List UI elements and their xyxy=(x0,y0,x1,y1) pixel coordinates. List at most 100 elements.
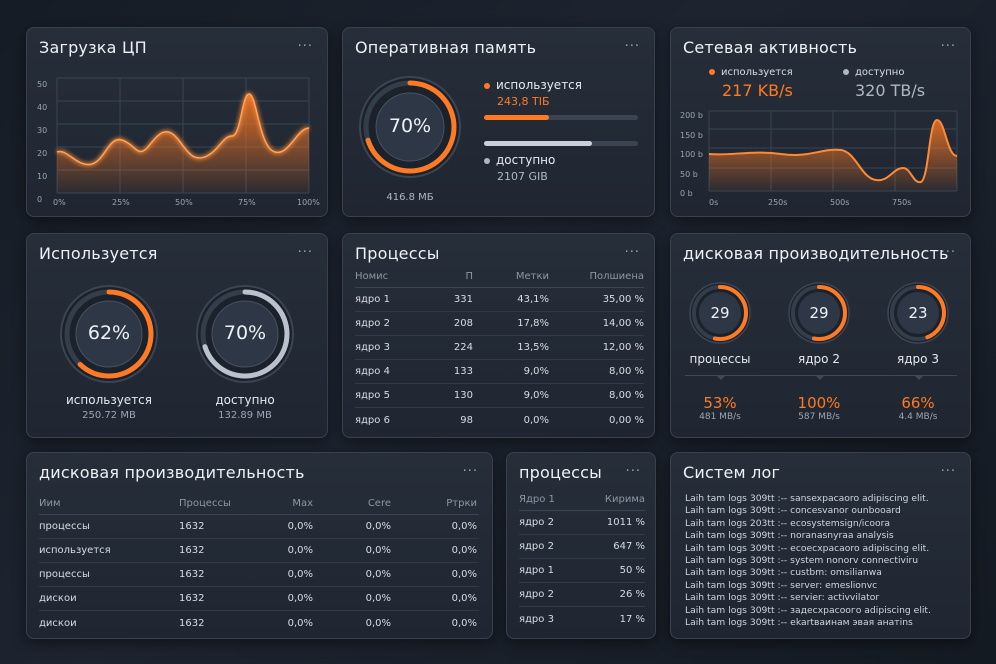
table-row[interactable]: ядро 2 208 17,8% 14,00 % xyxy=(355,312,644,336)
disk-gauge-3 xyxy=(887,282,949,344)
usage-gauge-used xyxy=(60,285,158,383)
network-used-value: 217 KB/s xyxy=(722,81,793,100)
disk-gauge-3-label: ядро 3 xyxy=(897,352,939,366)
disk-gauge-3-value: 23 xyxy=(908,304,928,322)
processes2-card: процессы ··· Ядро 1 Кирима ядро 2 1011 % … xyxy=(506,452,656,639)
usage-gauge-free xyxy=(196,285,294,383)
log-line: Laih tam logs 309tt :-- system nonorv co… xyxy=(685,555,919,567)
processes-title: Процессы xyxy=(355,244,440,263)
syslog-card: Систем лог ··· Laih tam logs 309tt :-- s… xyxy=(670,452,971,639)
ram-free-bar-fill xyxy=(484,141,592,146)
ram-title: Оперативная память xyxy=(355,38,537,57)
ram-free-value: 2107 GIB xyxy=(497,170,548,183)
syslog-title: Систем лог xyxy=(683,463,781,482)
disk-gauge-1-value: 29 xyxy=(710,304,730,322)
disk-table-more-icon[interactable]: ··· xyxy=(462,464,478,479)
disk-gauges-divider xyxy=(685,375,957,376)
disk-pointer-2 xyxy=(816,376,824,380)
usage-gauge-free-value: 70% xyxy=(223,322,267,344)
table-row[interactable]: ядро 2 26 % xyxy=(519,583,645,607)
disk-gauge-3-rate: 4.4 MB/s xyxy=(898,412,938,422)
ram-total: 416.8 МБ xyxy=(386,192,434,203)
processes-table: Номис П Метки Полшиена ядро 1 331 43,1% 35,… xyxy=(355,266,644,432)
ram-gauge-value: 70% xyxy=(388,115,432,137)
table-row[interactable]: процессы 1632 0,0% 0,0% 0,0% xyxy=(39,515,479,539)
disk-gauge-2-label: ядро 2 xyxy=(798,352,840,366)
table-row[interactable]: процессы 1632 0,0% 0,0% 0,0% xyxy=(39,563,479,587)
disk-pointer-3 xyxy=(915,376,923,380)
log-line: Laih tam logs 309tt :-- custbm: omsilian… xyxy=(685,567,882,579)
table-row[interactable]: используется 1632 0,0% 0,0% 0,0% xyxy=(39,539,479,563)
disk-gauges-title: дисковая производительность xyxy=(683,244,949,263)
cpu-more-icon[interactable]: ··· xyxy=(297,39,313,54)
cpu-y-ticks: 50 40 30 20 10 0 xyxy=(37,80,48,204)
table-row[interactable]: ядро 3 224 13,5% 12,00 % xyxy=(355,336,644,360)
usage-gauge-free-label: доступно xyxy=(215,393,275,407)
log-line: Laih tam logs 309tt :-- ecoecxpacaoro ad… xyxy=(685,542,930,554)
table-row[interactable]: ядро 1 50 % xyxy=(519,559,645,583)
ram-free-bar xyxy=(484,141,638,146)
table-header: Ядро 1 Кирима xyxy=(519,489,645,511)
ram-more-icon[interactable]: ··· xyxy=(624,39,640,54)
disk-gauge-1-rate: 481 MB/s xyxy=(699,412,741,422)
disk-gauges-card: дисковая производительность ··· 29 проце… xyxy=(670,233,971,438)
ram-card: Оперативная память ··· 70% 416.8 МБ испо… xyxy=(342,27,655,217)
ram-used-label: используется xyxy=(484,78,582,92)
processes2-title: процессы xyxy=(519,463,602,482)
usage-title: Используется xyxy=(39,244,158,263)
table-header: Номис П Метки Полшиена xyxy=(355,266,644,288)
ram-used-value: 243,8 TIБ xyxy=(497,95,550,108)
table-row[interactable]: ядро 2 647 % xyxy=(519,535,645,559)
disk-table-card: дисковая производительность ··· Иим Проц… xyxy=(26,452,493,639)
processes2-table: Ядро 1 Кирима ядро 2 1011 % ядро 2 647 % я… xyxy=(519,489,645,631)
table-row[interactable]: ядро 6 98 0,0% 0,00 % xyxy=(355,414,644,426)
ram-gauge xyxy=(359,76,461,178)
disk-gauge-3-pct: 66% xyxy=(901,394,935,412)
ram-free-label: доступно xyxy=(484,153,555,167)
usage-more-icon[interactable]: ··· xyxy=(297,245,313,260)
cpu-card: Загрузка ЦП ··· 50 40 30 20 10 0 0% 25% 50% 7… xyxy=(26,27,328,217)
log-line: Laih tam logs 309tt :-- задесхрасоого ad… xyxy=(685,604,931,616)
table-header: Иим Процессы Max Cere Ртрки xyxy=(39,493,479,515)
syslog-more-icon[interactable]: ··· xyxy=(940,464,956,479)
processes-card: Процессы ··· Номис П Метки Полшиена ядро… xyxy=(342,233,655,438)
table-row[interactable]: ядро 2 1011 % xyxy=(519,511,645,535)
disk-gauge-1 xyxy=(689,282,751,344)
syslog-lines: Laih tam logs 309tt :-- sansexpacaoro ad… xyxy=(685,493,931,629)
usage-card: Используется ··· 62% используется 250.72… xyxy=(26,233,328,438)
network-free-value: 320 TB/s xyxy=(855,81,926,100)
log-line: Laih tam logs 203tt :-- ecosystemsign/ic… xyxy=(685,517,891,529)
table-row[interactable]: ядро 3 17 % xyxy=(519,613,645,625)
log-line: Laih tam logs 309tt :-- concesvanor ounb… xyxy=(685,505,901,517)
network-used-label: используется xyxy=(709,67,793,78)
network-free-label: доступно xyxy=(843,67,904,78)
ram-used-bar-fill xyxy=(484,115,549,120)
ram-used-bar xyxy=(484,115,638,120)
table-row[interactable]: дискои 1632 0,0% 0,0% 0,0% xyxy=(39,617,477,629)
disk-pointer-1 xyxy=(717,376,725,380)
log-line: Laih tam logs 309tt :-- ekartваинам эвая… xyxy=(685,617,913,629)
log-line: Laih tam logs 309tt :-- servier: activvi… xyxy=(685,592,880,604)
disk-gauge-2 xyxy=(788,282,850,344)
disk-table-title: дисковая производительность xyxy=(39,463,305,482)
network-more-icon[interactable]: ··· xyxy=(940,39,956,54)
usage-gauge-used-label: используется xyxy=(66,393,152,407)
table-row[interactable]: дискои 1632 0,0% 0,0% 0,0% xyxy=(39,587,479,611)
processes2-more-icon[interactable]: ··· xyxy=(625,464,641,479)
log-line: Laih tam logs 309tt :-- noranasnyraa ana… xyxy=(685,530,894,542)
network-title: Сетевая активность xyxy=(683,38,858,57)
table-row[interactable]: ядро 5 130 9,0% 8,00 % xyxy=(355,384,644,408)
disk-gauge-2-rate: 587 MB/s xyxy=(798,412,840,422)
disk-table: Иим Процессы Max Cere Ртрки процессы 1632… xyxy=(39,493,479,635)
table-row[interactable]: ядро 4 133 9,0% 8,00 % xyxy=(355,360,644,384)
log-line: Laih tam logs 309tt :-- sansexpacaoro ad… xyxy=(685,493,929,504)
disk-gauge-1-label: процессы xyxy=(689,352,751,366)
processes-more-icon[interactable]: ··· xyxy=(624,245,640,260)
usage-gauge-free-sub: 132.89 MB xyxy=(218,410,272,421)
disk-gauge-2-pct: 100% xyxy=(797,394,841,412)
table-row[interactable]: ядро 1 331 43,1% 35,00 % xyxy=(355,288,644,312)
disk-gauges-more-icon[interactable]: ··· xyxy=(940,245,956,260)
network-card: Сетевая активность ··· используется 217 … xyxy=(670,27,971,217)
usage-gauge-used-sub: 250.72 MB xyxy=(82,410,136,421)
